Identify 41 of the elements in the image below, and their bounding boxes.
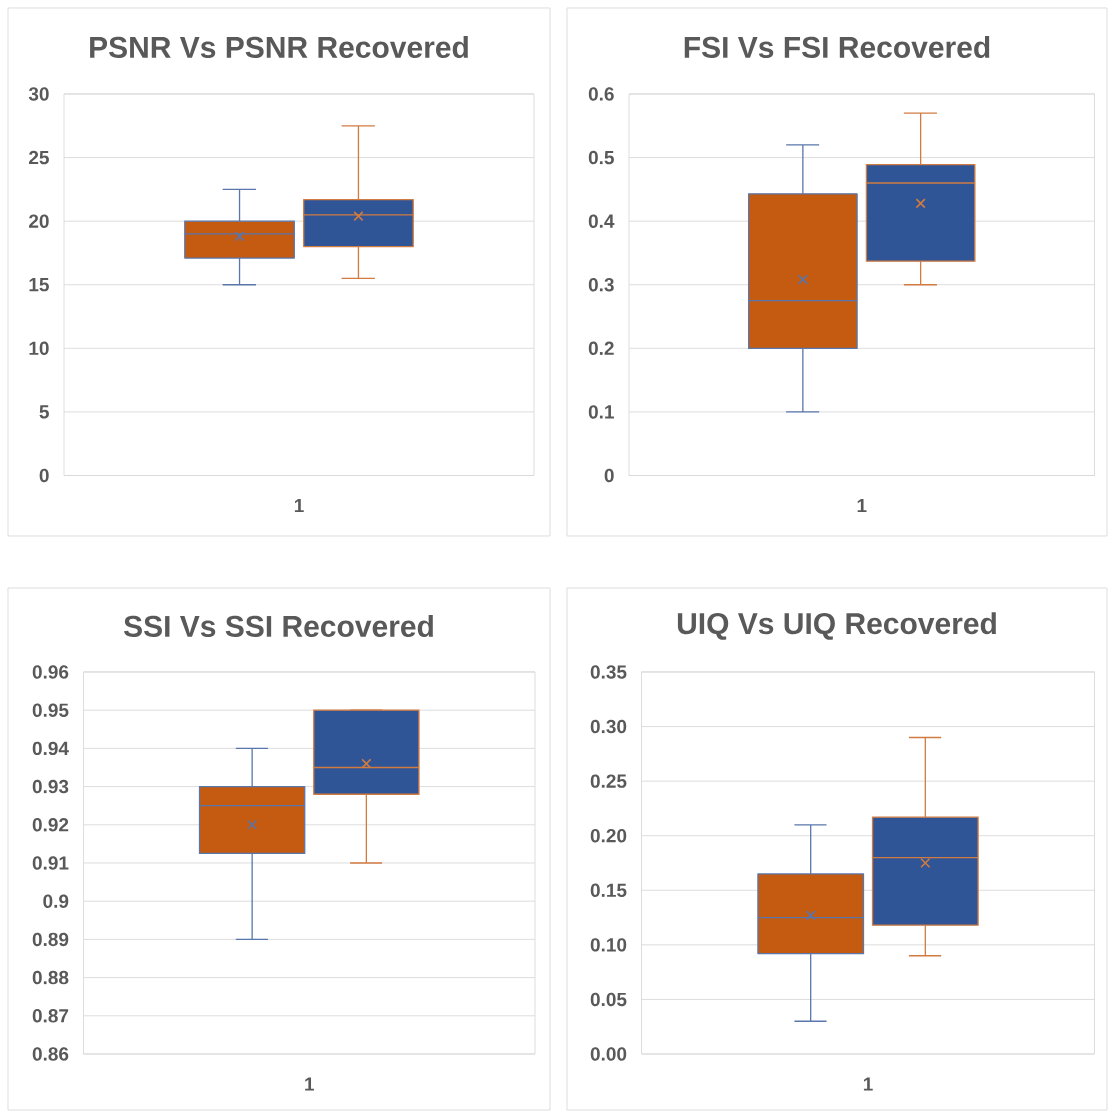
y-tick-label: 0.88: [32, 970, 69, 985]
y-tick-label: 0.3: [588, 278, 614, 292]
y-tick-label: 0.35: [590, 665, 627, 679]
chart-title: FSI Vs FSI Recovered: [684, 35, 990, 59]
y-tick-label: 0.20: [590, 828, 627, 843]
y-tick-label: 0.2: [588, 341, 614, 356]
chart-title: UIQ Vs UIQ Recovered: [677, 612, 996, 640]
chart-title: PSNR Vs PSNR Recovered: [90, 35, 468, 59]
y-tick-label: 15: [29, 278, 49, 292]
y-tick-label: 0.9: [43, 894, 69, 908]
y-tick-label: 0.92: [32, 818, 69, 832]
y-tick-label: 0.6: [588, 87, 614, 101]
chart-title: SSI Vs SSI Recovered: [123, 614, 433, 638]
y-tick-label: 0.1: [588, 405, 614, 419]
y-tick-label: 0.86: [32, 1047, 69, 1061]
y-tick-label: 0: [39, 468, 49, 483]
y-tick-label: 0.96: [32, 665, 69, 679]
y-tick-label: 10: [29, 341, 49, 356]
x-tick-label: 1: [863, 1077, 873, 1091]
y-tick-label: 0.93: [32, 779, 69, 794]
y-tick-label: 0.15: [590, 883, 627, 898]
y-tick-label: 0: [604, 468, 614, 483]
y-tick-label: 0.87: [32, 1009, 69, 1023]
y-tick-label: 0.91: [32, 856, 69, 870]
y-tick-label: 0.00: [590, 1047, 627, 1061]
y-tick-label: 0.05: [590, 992, 627, 1007]
y-tick-label: 0.4: [588, 214, 615, 228]
y-tick-label: 30: [28, 87, 49, 101]
x-tick-label: 1: [305, 1077, 314, 1091]
x-tick-label: 1: [857, 499, 867, 513]
y-tick-label: 25: [29, 150, 49, 165]
y-tick-label: 0.94: [32, 741, 69, 756]
y-tick-label: 0.95: [32, 703, 69, 717]
y-tick-label: 0.30: [590, 719, 627, 734]
y-tick-label: 0.25: [590, 774, 627, 788]
y-tick-label: 0.5: [588, 150, 614, 165]
x-tick-label: 1: [294, 499, 304, 513]
y-tick-label: 0.89: [32, 932, 69, 947]
y-tick-label: 0.10: [590, 938, 627, 952]
y-tick-label: 5: [39, 405, 49, 419]
y-tick-label: 20: [29, 214, 49, 228]
